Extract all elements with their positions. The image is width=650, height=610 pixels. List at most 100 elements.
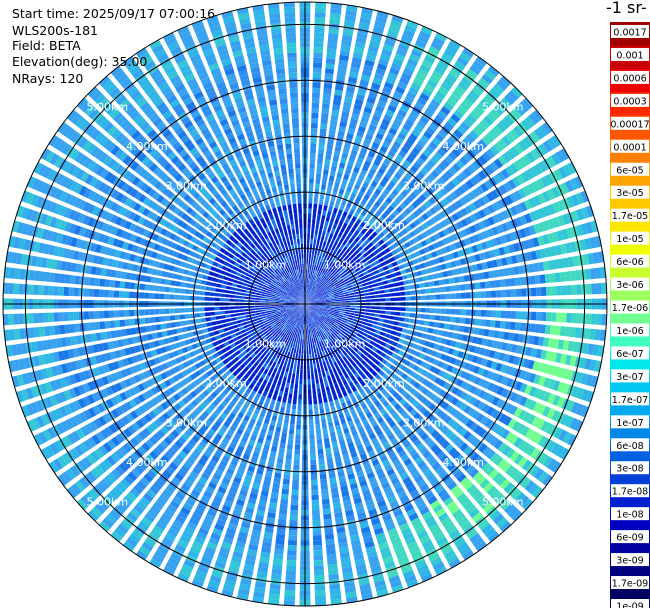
sweep-cell <box>442 218 451 227</box>
sweep-cell <box>290 320 295 326</box>
sweep-cell <box>192 541 203 550</box>
sweep-cell <box>311 218 316 225</box>
sweep-cell <box>214 560 226 569</box>
sweep-cell <box>448 558 461 569</box>
sweep-cell <box>508 244 516 254</box>
sweep-cell <box>369 313 375 317</box>
sweep-cell <box>453 109 464 120</box>
sweep-cell <box>252 321 259 325</box>
sweep-cell <box>397 518 408 527</box>
sweep-cell <box>363 261 370 267</box>
sweep-cell <box>351 429 358 437</box>
sweep-cell <box>345 248 351 254</box>
sweep-cell <box>349 277 355 282</box>
sweep-cell <box>240 407 247 415</box>
sweep-cell <box>419 313 426 319</box>
sweep-cell <box>407 324 414 330</box>
sweep-cell <box>559 243 567 255</box>
sweep-cell <box>481 338 488 347</box>
sweep-cell <box>253 341 259 347</box>
sweep-cell <box>391 341 398 347</box>
sweep-cell <box>269 451 277 458</box>
sweep-cell <box>312 269 315 275</box>
sweep-cell <box>376 416 384 424</box>
sweep-cell <box>447 481 458 491</box>
sweep-cell <box>514 217 523 227</box>
sweep-cell <box>252 429 259 437</box>
sweep-cell <box>274 472 282 479</box>
sweep-cell <box>481 358 488 367</box>
sweep-cell <box>530 287 537 297</box>
sweep-cell <box>450 293 456 300</box>
sweep-cell <box>331 317 337 321</box>
sweep-cell <box>354 229 360 236</box>
sweep-cell <box>360 249 366 255</box>
sweep-cell <box>320 123 328 130</box>
sweep-cell <box>322 292 328 296</box>
sweep-cell <box>274 543 285 550</box>
sweep-cell <box>382 337 389 343</box>
sweep-cell <box>363 205 370 213</box>
sweep-cell <box>314 304 321 306</box>
sweep-cell <box>570 401 580 414</box>
sweep-cell <box>60 420 70 432</box>
sweep-cell <box>579 239 587 251</box>
sweep-cell <box>332 415 339 422</box>
sweep-cell <box>559 353 567 365</box>
sweep-cell <box>201 381 209 389</box>
sweep-cell <box>503 416 513 427</box>
sweep-cell <box>364 292 370 296</box>
sweep-cell <box>532 109 544 122</box>
sweep-cell <box>385 416 393 424</box>
sweep-cell <box>277 313 283 317</box>
sweep-cell <box>551 461 562 474</box>
sweep-cell <box>254 446 261 454</box>
sweep-cell <box>389 292 396 297</box>
sweep-cell <box>348 275 354 280</box>
sweep-cell <box>420 432 429 441</box>
sweep-cell <box>312 529 322 536</box>
sweep-cell <box>351 215 357 223</box>
sweep-cell <box>227 490 237 498</box>
sweep-cell <box>316 214 321 220</box>
sweep-cell <box>440 105 451 116</box>
sweep-cell <box>308 409 313 415</box>
sweep-cell <box>162 412 171 421</box>
sweep-cell <box>345 91 354 99</box>
sweep-cell <box>307 294 310 300</box>
sweep-cell <box>320 335 324 341</box>
sweep-cell <box>546 458 557 471</box>
sweep-cell <box>149 485 160 495</box>
sweep-cell <box>272 378 278 385</box>
sweep-cell <box>374 400 381 408</box>
sweep-cell <box>343 315 349 319</box>
sweep-cell <box>118 462 129 473</box>
sweep-cell <box>496 341 503 350</box>
sweep-cell <box>553 169 563 181</box>
sweep-cell <box>339 307 346 309</box>
sweep-cell <box>509 434 519 445</box>
sweep-cell <box>371 337 378 342</box>
sweep-cell <box>418 353 426 360</box>
sweep-cell <box>208 403 216 411</box>
sweep-cell <box>330 373 336 380</box>
sweep-cell <box>306 318 308 325</box>
sweep-cell <box>371 370 378 377</box>
sweep-cell <box>564 415 574 428</box>
sweep-cell <box>547 378 556 390</box>
sweep-cell <box>361 344 367 350</box>
sweep-cell <box>378 318 385 323</box>
sweep-cell <box>339 352 345 358</box>
sweep-cell <box>73 400 82 411</box>
sweep-cell <box>201 472 210 481</box>
sweep-cell <box>529 465 541 477</box>
sweep-cell <box>381 243 388 250</box>
sweep-cell <box>293 348 297 354</box>
sweep-cell <box>393 348 401 354</box>
sweep-cell <box>508 267 515 276</box>
sweep-cell <box>306 258 309 264</box>
sweep-cell <box>472 365 481 374</box>
sweep-cell <box>310 479 318 486</box>
sweep-cell <box>314 570 325 576</box>
sweep-cell <box>358 152 366 160</box>
